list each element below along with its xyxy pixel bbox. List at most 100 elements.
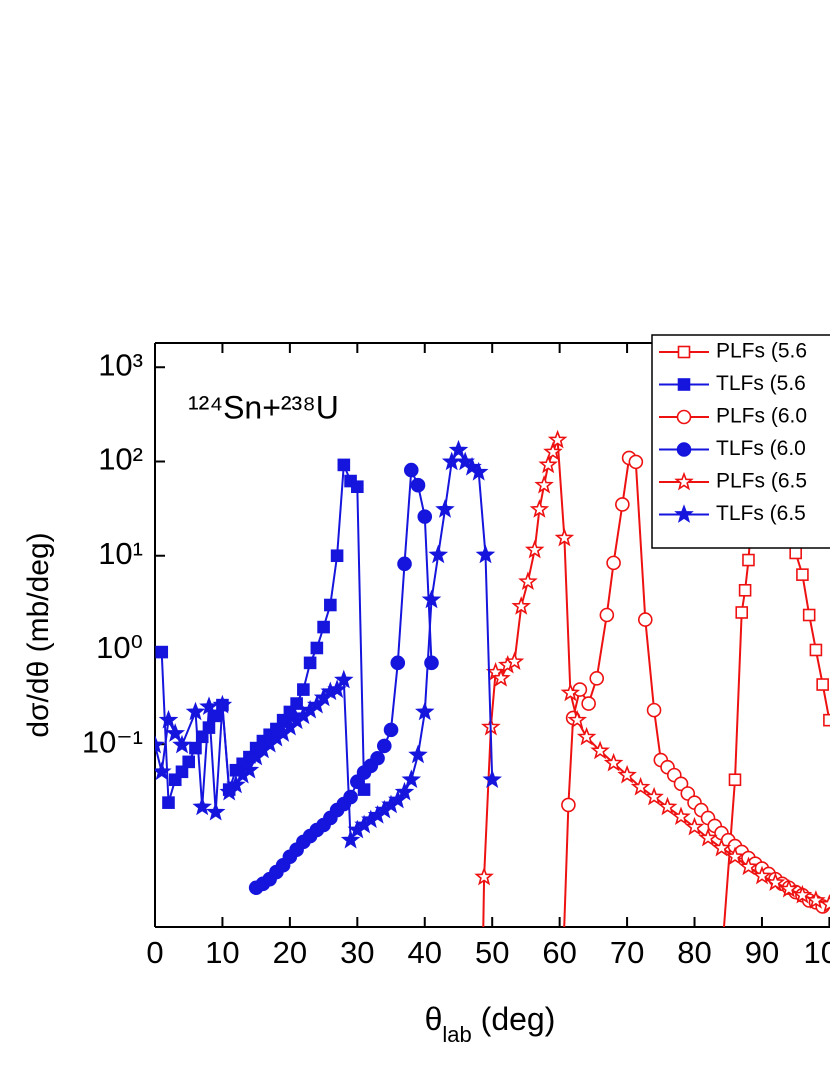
marker: [290, 697, 303, 710]
marker: [175, 765, 189, 779]
x-label-subscript: lab: [442, 1022, 471, 1047]
marker: [303, 656, 317, 670]
marker: [310, 641, 324, 655]
marker: [239, 759, 260, 779]
marker: [823, 713, 830, 727]
marker: [765, 872, 786, 891]
marker: [155, 645, 169, 659]
legend-marker: [674, 504, 694, 523]
marker: [327, 679, 347, 698]
marker: [779, 878, 799, 898]
marker: [403, 462, 419, 478]
marker: [397, 556, 412, 572]
marker: [394, 781, 415, 801]
marker: [511, 596, 531, 615]
marker: [351, 480, 364, 494]
marker: [738, 583, 752, 597]
marker: [538, 454, 558, 474]
marker: [337, 458, 351, 472]
marker: [698, 827, 718, 847]
marker: [637, 612, 653, 627]
marker: [524, 539, 545, 559]
x-label-symbol: θ: [425, 1001, 443, 1037]
marker: [491, 668, 511, 687]
marker: [646, 702, 662, 718]
marker: [370, 750, 385, 766]
x-tick-label: 100: [804, 935, 830, 970]
x-label-unit: (deg): [472, 1001, 556, 1037]
x-tick-label: 0: [146, 935, 163, 970]
marker: [408, 744, 428, 764]
marker: [417, 509, 433, 524]
marker: [711, 837, 732, 857]
marker: [482, 769, 502, 789]
y-tick-label: 10²: [98, 442, 143, 477]
marker: [199, 696, 219, 716]
marker: [428, 544, 449, 564]
legend-marker: [674, 471, 694, 491]
marker: [684, 816, 705, 836]
marker: [189, 741, 202, 755]
marker: [725, 846, 745, 866]
marker: [567, 709, 587, 729]
marker: [390, 655, 406, 671]
marker: [172, 734, 192, 754]
marker: [806, 890, 826, 909]
marker: [317, 620, 330, 634]
y-tick-label: 10³: [98, 347, 143, 382]
marker: [589, 671, 605, 686]
marker: [599, 607, 615, 623]
marker: [504, 651, 525, 671]
y-tick-label: 10⁰: [96, 630, 143, 665]
marker: [343, 789, 358, 805]
marker: [168, 773, 182, 787]
marker: [671, 806, 691, 826]
marker: [376, 738, 392, 754]
marker: [226, 774, 246, 794]
marker: [415, 701, 435, 721]
marker: [789, 546, 802, 560]
marker: [330, 549, 344, 563]
marker: [796, 568, 809, 581]
marker: [155, 761, 172, 781]
legend-marker: [677, 378, 691, 391]
marker: [205, 801, 226, 821]
marker: [752, 865, 772, 885]
marker: [716, 955, 727, 966]
marker: [603, 752, 624, 772]
marker: [630, 776, 651, 796]
marker: [809, 643, 823, 657]
x-tick-label: 30: [340, 935, 374, 970]
marker: [534, 474, 554, 494]
legend-label: PLFs (6.5: [716, 470, 807, 493]
y-tick-label: 10¹: [98, 536, 143, 571]
marker: [644, 786, 664, 806]
marker: [628, 454, 644, 470]
marker: [518, 571, 538, 591]
y-axis-label: dσ/dθ (mb/deg): [22, 532, 55, 737]
marker: [560, 682, 581, 702]
marker: [554, 527, 575, 547]
marker: [615, 497, 630, 512]
marker: [581, 696, 596, 711]
marker: [590, 740, 610, 760]
marker: [819, 894, 830, 913]
marker: [165, 723, 185, 742]
y-tick-label: 10⁻¹: [82, 724, 143, 759]
marker: [212, 694, 233, 714]
legend-label: TLFs (5.6: [716, 372, 806, 395]
x-tick-label: 80: [677, 935, 711, 970]
legend-marker: [676, 409, 692, 425]
marker: [388, 789, 408, 809]
marker: [202, 721, 216, 734]
legend-label: PLFs (6.0: [716, 405, 807, 428]
marker: [324, 598, 337, 612]
marker: [792, 884, 813, 904]
marker: [742, 553, 755, 567]
marker: [401, 769, 422, 789]
marker: [816, 678, 829, 691]
marker: [435, 499, 455, 518]
marker: [182, 755, 196, 769]
marker: [383, 722, 399, 738]
